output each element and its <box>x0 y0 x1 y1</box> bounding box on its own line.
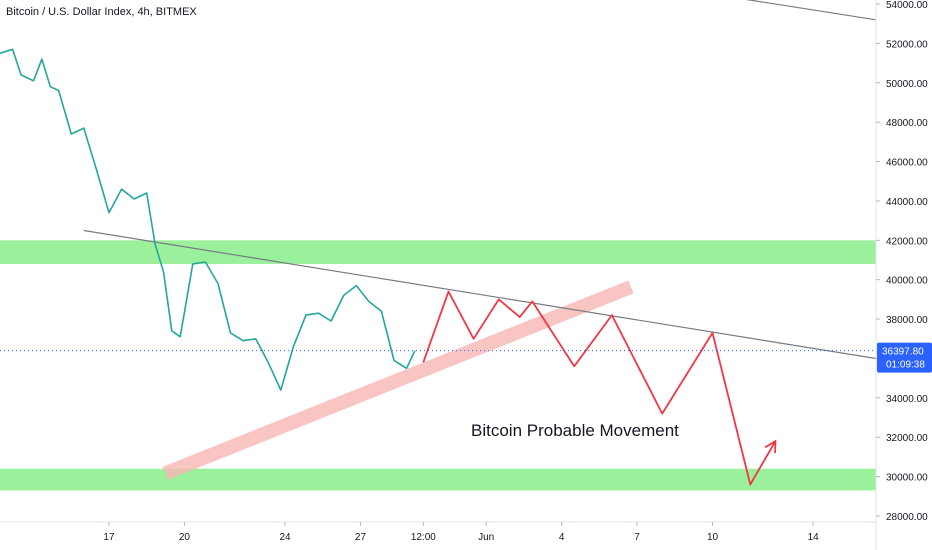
chart-title: Bitcoin / U.S. Dollar Index, 4h, BITMEX <box>6 6 197 18</box>
rising-channel <box>162 280 634 480</box>
trendline-line-1 <box>83 229 877 360</box>
support-zones <box>0 240 876 491</box>
price-lines <box>0 0 877 486</box>
last-price-countdown: 01:09:38 <box>886 360 925 371</box>
x-tick-label-2: 24 <box>279 532 291 543</box>
trendline-line-2 <box>745 0 877 21</box>
x-tick-label-8: 10 <box>707 532 719 543</box>
y-tick-label-8: 44000.00 <box>886 197 928 208</box>
y-tick-label-5: 38000.00 <box>886 315 928 326</box>
y-tick-label-12: 52000.00 <box>886 39 928 50</box>
y-tick-label-9: 46000.00 <box>886 158 928 169</box>
y-tick-label-7: 42000.00 <box>886 236 928 247</box>
y-tick-label-6: 40000.00 <box>886 276 928 287</box>
channel-band <box>162 280 634 480</box>
annotation-text: Bitcoin Probable Movement <box>471 421 679 440</box>
y-tick-label-0: 28000.00 <box>886 512 928 523</box>
x-tick-label-9: 14 <box>808 532 820 543</box>
x-tick-label-5: Jun <box>478 532 494 543</box>
x-tick-label-6: 4 <box>559 532 565 543</box>
projection-line-3 <box>422 290 777 486</box>
support-zone-0 <box>0 240 876 264</box>
last-price-value: 36397.80 <box>882 347 924 358</box>
x-tick-label-1: 20 <box>179 532 191 543</box>
x-tick-label-3: 27 <box>355 532 367 543</box>
y-tick-label-10: 48000.00 <box>886 118 928 129</box>
last-price-badge <box>877 342 932 373</box>
x-tick-label-4: 12:00 <box>411 532 436 543</box>
y-tick-label-11: 50000.00 <box>886 79 928 90</box>
y-tick-label-3: 34000.00 <box>886 394 928 405</box>
x-tick-label-0: 17 <box>103 532 115 543</box>
projection-arrowhead <box>764 439 777 454</box>
y-tick-label-13: 54000.00 <box>886 0 928 11</box>
y-tick-label-1: 30000.00 <box>886 473 928 484</box>
support-zone-1 <box>0 468 876 491</box>
x-tick-label-7: 7 <box>634 532 640 543</box>
price-line-0 <box>0 48 416 391</box>
y-tick-label-2: 32000.00 <box>886 433 928 444</box>
